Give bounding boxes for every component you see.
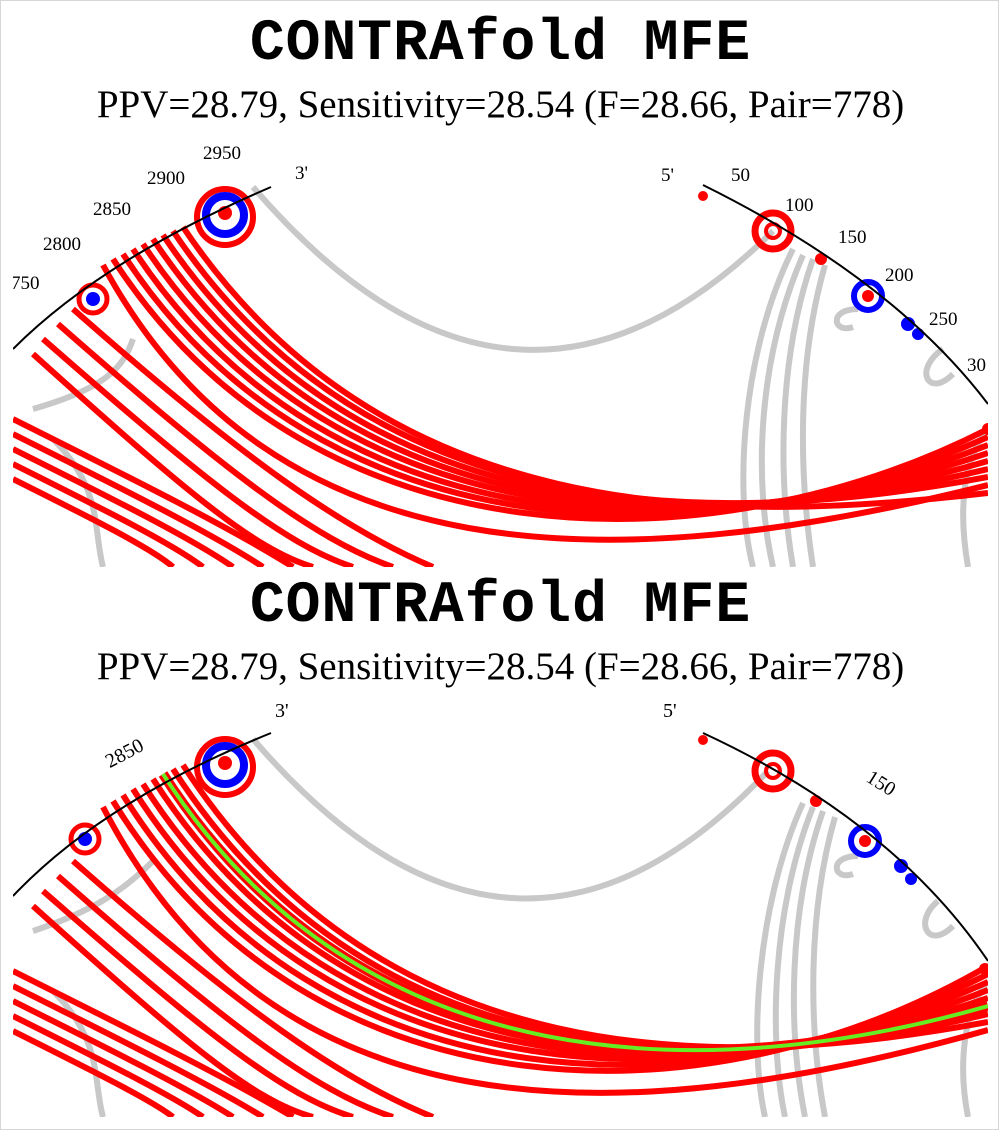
bottom-arc-panel: 3' 5' 150 2850 CONTRAfold MFE PPV=28.79,…	[13, 571, 988, 1117]
top-gray-arc	[923, 346, 956, 387]
top-red-arc	[56, 321, 394, 567]
top-gray-arc	[250, 185, 776, 353]
bottom-stem-dot	[810, 795, 822, 807]
top-tick-label: 250	[929, 309, 958, 330]
bottom-red-arc	[13, 1013, 205, 1117]
bottom-red-arc	[41, 888, 354, 1117]
bottom-gray-arc	[810, 816, 838, 1117]
bottom-red-arc	[13, 983, 265, 1117]
top-label-5prime: 5'	[661, 165, 674, 186]
top-tick-label: 750	[13, 273, 40, 294]
bottom-red-arc	[180, 763, 988, 1051]
top-stem-outer	[76, 282, 110, 316]
bottom-backbone-left	[13, 732, 272, 897]
top-stem-outer	[194, 186, 256, 248]
top-stem-inner	[202, 192, 248, 238]
bottom-red-arc	[13, 968, 295, 1117]
top-stem-core	[862, 290, 874, 302]
top-arc-diagram: 3' 5' 50 100 150 200 250 30 2950 2900 28…	[13, 143, 988, 567]
top-label-3prime: 3'	[295, 163, 308, 184]
top-red-arc	[30, 351, 314, 567]
bottom-stem-outer	[68, 822, 102, 856]
top-red-arc	[13, 431, 265, 567]
bottom-tick-label: 2850	[102, 734, 148, 772]
bottom-red-arc	[100, 805, 988, 1096]
bottom-panel-stats: PPV=28.79, Sensitivity=28.54 (F=28.66, P…	[96, 645, 905, 688]
bottom-stem-dot	[894, 859, 908, 873]
top-red-arcs	[13, 225, 988, 567]
bottom-red-arcs	[13, 763, 988, 1117]
top-stem-dot	[982, 423, 988, 435]
top-red-arc	[71, 306, 435, 567]
bottom-stem-outer	[751, 749, 795, 793]
top-stem-dot	[912, 328, 924, 340]
top-stem-inner	[86, 292, 100, 306]
bottom-red-arc	[30, 903, 314, 1117]
top-gray-arc	[780, 258, 816, 567]
top-stem-inner	[764, 222, 782, 240]
top-red-arc	[13, 461, 205, 567]
top-stem-outer	[751, 209, 795, 253]
bottom-gray-arc	[754, 801, 806, 1117]
top-red-arc	[100, 263, 988, 543]
bottom-red-arc	[13, 1028, 175, 1117]
bottom-stem-inner	[202, 742, 248, 788]
bottom-backbone-right	[702, 732, 988, 962]
bottom-highlight-arc-outline	[158, 771, 988, 1056]
bottom-red-arc	[56, 873, 394, 1117]
bottom-stem-core	[859, 835, 871, 847]
bottom-gray-arc	[922, 898, 956, 939]
bottom-red-arc	[71, 858, 435, 1117]
bottom-stem-inner	[764, 762, 782, 780]
bottom-gray-arc	[772, 805, 816, 1117]
top-red-arc	[13, 476, 176, 567]
bottom-gray-arc	[790, 810, 826, 1117]
top-tick-label: 2800	[43, 234, 81, 255]
bottom-gray-arc	[250, 737, 771, 902]
top-red-arc	[180, 225, 988, 510]
top-tick-label: 2850	[93, 199, 131, 220]
top-tick-label: 200	[885, 265, 914, 286]
top-red-arc	[41, 336, 354, 567]
top-tick-label: 2900	[147, 168, 185, 189]
top-stem-dot	[698, 191, 708, 201]
bottom-highlight-arc	[161, 772, 988, 1053]
top-gray-arc	[32, 338, 136, 412]
top-tick-label: 150	[838, 227, 867, 248]
top-red-arc	[170, 229, 988, 507]
top-arc-panel: 3' 5' 50 100 150 200 250 30 2950 2900 28…	[13, 9, 988, 567]
top-gray-arcs	[32, 185, 988, 567]
bottom-stem-dot	[905, 873, 917, 885]
top-panel-stats: PPV=28.79, Sensitivity=28.54 (F=28.66, P…	[96, 83, 905, 126]
top-panel-title: CONTRAfold MFE	[249, 12, 752, 77]
bottom-panel-title: CONTRAfold MFE	[249, 574, 752, 639]
top-red-arc	[150, 237, 988, 510]
bottom-gray-arc	[833, 853, 859, 879]
bottom-stem-dot	[979, 963, 988, 975]
top-backbone-left	[13, 186, 272, 350]
bottom-arc-diagram: 3' 5' 150 2850	[13, 700, 988, 1117]
bottom-red-arc	[170, 767, 988, 1052]
top-tick-label: 30	[967, 355, 986, 376]
top-gray-arc	[799, 264, 828, 567]
top-backbone-right	[702, 184, 988, 405]
top-tick-label: 50	[731, 165, 750, 186]
top-gray-arc	[833, 306, 859, 332]
top-red-arc	[13, 446, 235, 567]
top-stem-dot	[815, 253, 827, 265]
bottom-label-5prime: 5'	[663, 700, 677, 722]
bottom-stem-dot	[698, 735, 708, 745]
bottom-tick-label: 150	[862, 766, 899, 801]
top-red-arc	[13, 416, 295, 567]
bottom-label-3prime: 3'	[275, 700, 289, 722]
bottom-stem-core	[218, 756, 232, 770]
bottom-red-arc	[13, 998, 235, 1117]
top-tick-label: 100	[785, 195, 814, 216]
top-tick-label: 2950	[203, 143, 241, 164]
